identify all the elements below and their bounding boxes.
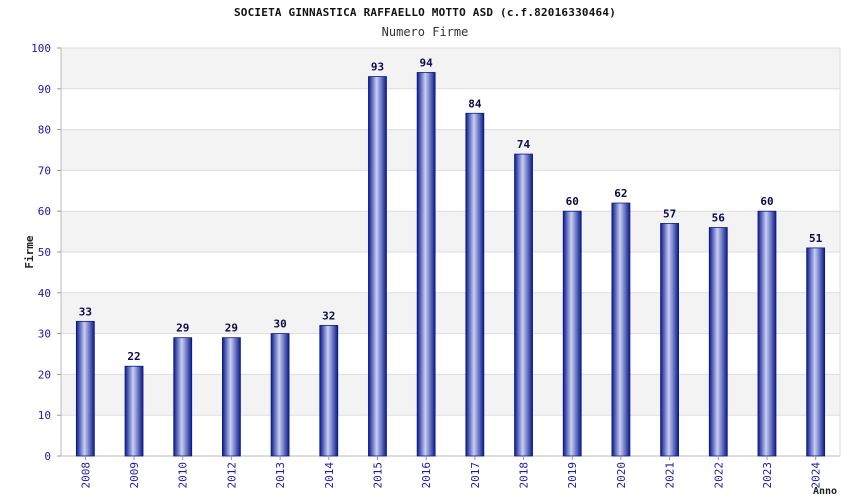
data-label-2016: 94 xyxy=(420,56,434,69)
x-tick-label-2024: 2024 xyxy=(810,462,823,489)
data-label-2008: 33 xyxy=(79,305,92,318)
x-tick-label-2018: 2018 xyxy=(518,462,531,489)
y-tick-label: 20 xyxy=(38,368,51,381)
bar-2009 xyxy=(124,365,144,457)
y-tick-label: 60 xyxy=(38,205,51,218)
data-label-2012: 29 xyxy=(225,322,238,335)
bar-2020 xyxy=(611,202,631,457)
bar-2017 xyxy=(465,112,485,457)
chart-title: SOCIETA GINNASTICA RAFFAELLO MOTTO ASD (… xyxy=(233,6,617,19)
data-label-2021: 57 xyxy=(663,207,676,220)
data-label-2013: 30 xyxy=(273,318,286,331)
data-label-2023: 60 xyxy=(760,195,773,208)
data-label-2020: 62 xyxy=(614,187,627,200)
bar-2013 xyxy=(270,333,290,457)
data-label-2022: 56 xyxy=(712,212,726,225)
x-axis-label: Anno xyxy=(813,486,837,497)
x-tick-label-2023: 2023 xyxy=(761,462,774,489)
y-tick-label: 50 xyxy=(38,246,51,259)
bar-2014 xyxy=(319,325,339,457)
x-tick-label-2010: 2010 xyxy=(177,462,190,489)
bars xyxy=(75,72,826,457)
y-tick-label: 10 xyxy=(38,409,51,422)
bar-2010 xyxy=(173,337,193,457)
y-axis-ticks: 0 10 20 30 40 50 60 70 80 90 100 xyxy=(31,42,61,463)
bar-2016 xyxy=(416,72,436,457)
x-tick-label-2019: 2019 xyxy=(566,462,579,489)
x-tick-label-2020: 2020 xyxy=(615,462,628,489)
bar-2008 xyxy=(75,320,95,457)
x-tick-label-2012: 2012 xyxy=(225,462,238,489)
x-tick-label-2008: 2008 xyxy=(79,462,92,489)
bar-2019 xyxy=(562,210,582,457)
x-tick-label-2021: 2021 xyxy=(664,462,677,489)
bar-2012 xyxy=(222,337,241,457)
data-label-2024: 51 xyxy=(809,232,823,245)
x-tick-label-2022: 2022 xyxy=(712,462,725,489)
chart-subtitle: Numero Firme xyxy=(381,25,469,39)
bar-2024 xyxy=(806,247,826,457)
x-tick-label-2016: 2016 xyxy=(420,462,433,489)
data-label-2019: 60 xyxy=(566,195,579,208)
x-tick-label-2017: 2017 xyxy=(469,462,482,489)
bar-2022 xyxy=(708,227,728,457)
data-label-2018: 74 xyxy=(517,138,531,151)
y-tick-label: 30 xyxy=(38,328,51,341)
x-tick-label-2013: 2013 xyxy=(274,462,287,489)
grid-band xyxy=(61,48,840,89)
data-label-2010: 29 xyxy=(176,322,189,335)
data-label-2017: 84 xyxy=(468,97,482,110)
bar-2015 xyxy=(368,76,387,457)
x-axis-ticks: 2008 2009 2010 2012 2013 2014 2015 2016 2017 2018… xyxy=(79,456,823,489)
y-tick-label: 0 xyxy=(44,450,51,463)
grid-band xyxy=(61,129,840,171)
data-labels: 33 22 29 29 30 32 93 94 84 74 60 62 57 56 60 51 xyxy=(79,56,823,363)
data-label-2014: 32 xyxy=(322,309,335,322)
data-label-2009: 22 xyxy=(127,350,140,363)
y-tick-label: 100 xyxy=(31,42,51,55)
x-tick-label-2014: 2014 xyxy=(323,462,336,489)
x-tick-label-2009: 2009 xyxy=(128,462,141,489)
bar-2023 xyxy=(757,210,777,457)
bar-2018 xyxy=(514,153,533,457)
y-tick-label: 80 xyxy=(38,124,51,137)
data-label-2015: 93 xyxy=(371,61,384,74)
y-axis-label: Firme xyxy=(23,235,36,268)
x-tick-label-2015: 2015 xyxy=(371,462,384,489)
y-tick-label: 40 xyxy=(38,287,51,300)
y-tick-label: 90 xyxy=(38,83,51,96)
y-tick-label: 70 xyxy=(38,164,51,177)
bar-2021 xyxy=(660,223,679,457)
